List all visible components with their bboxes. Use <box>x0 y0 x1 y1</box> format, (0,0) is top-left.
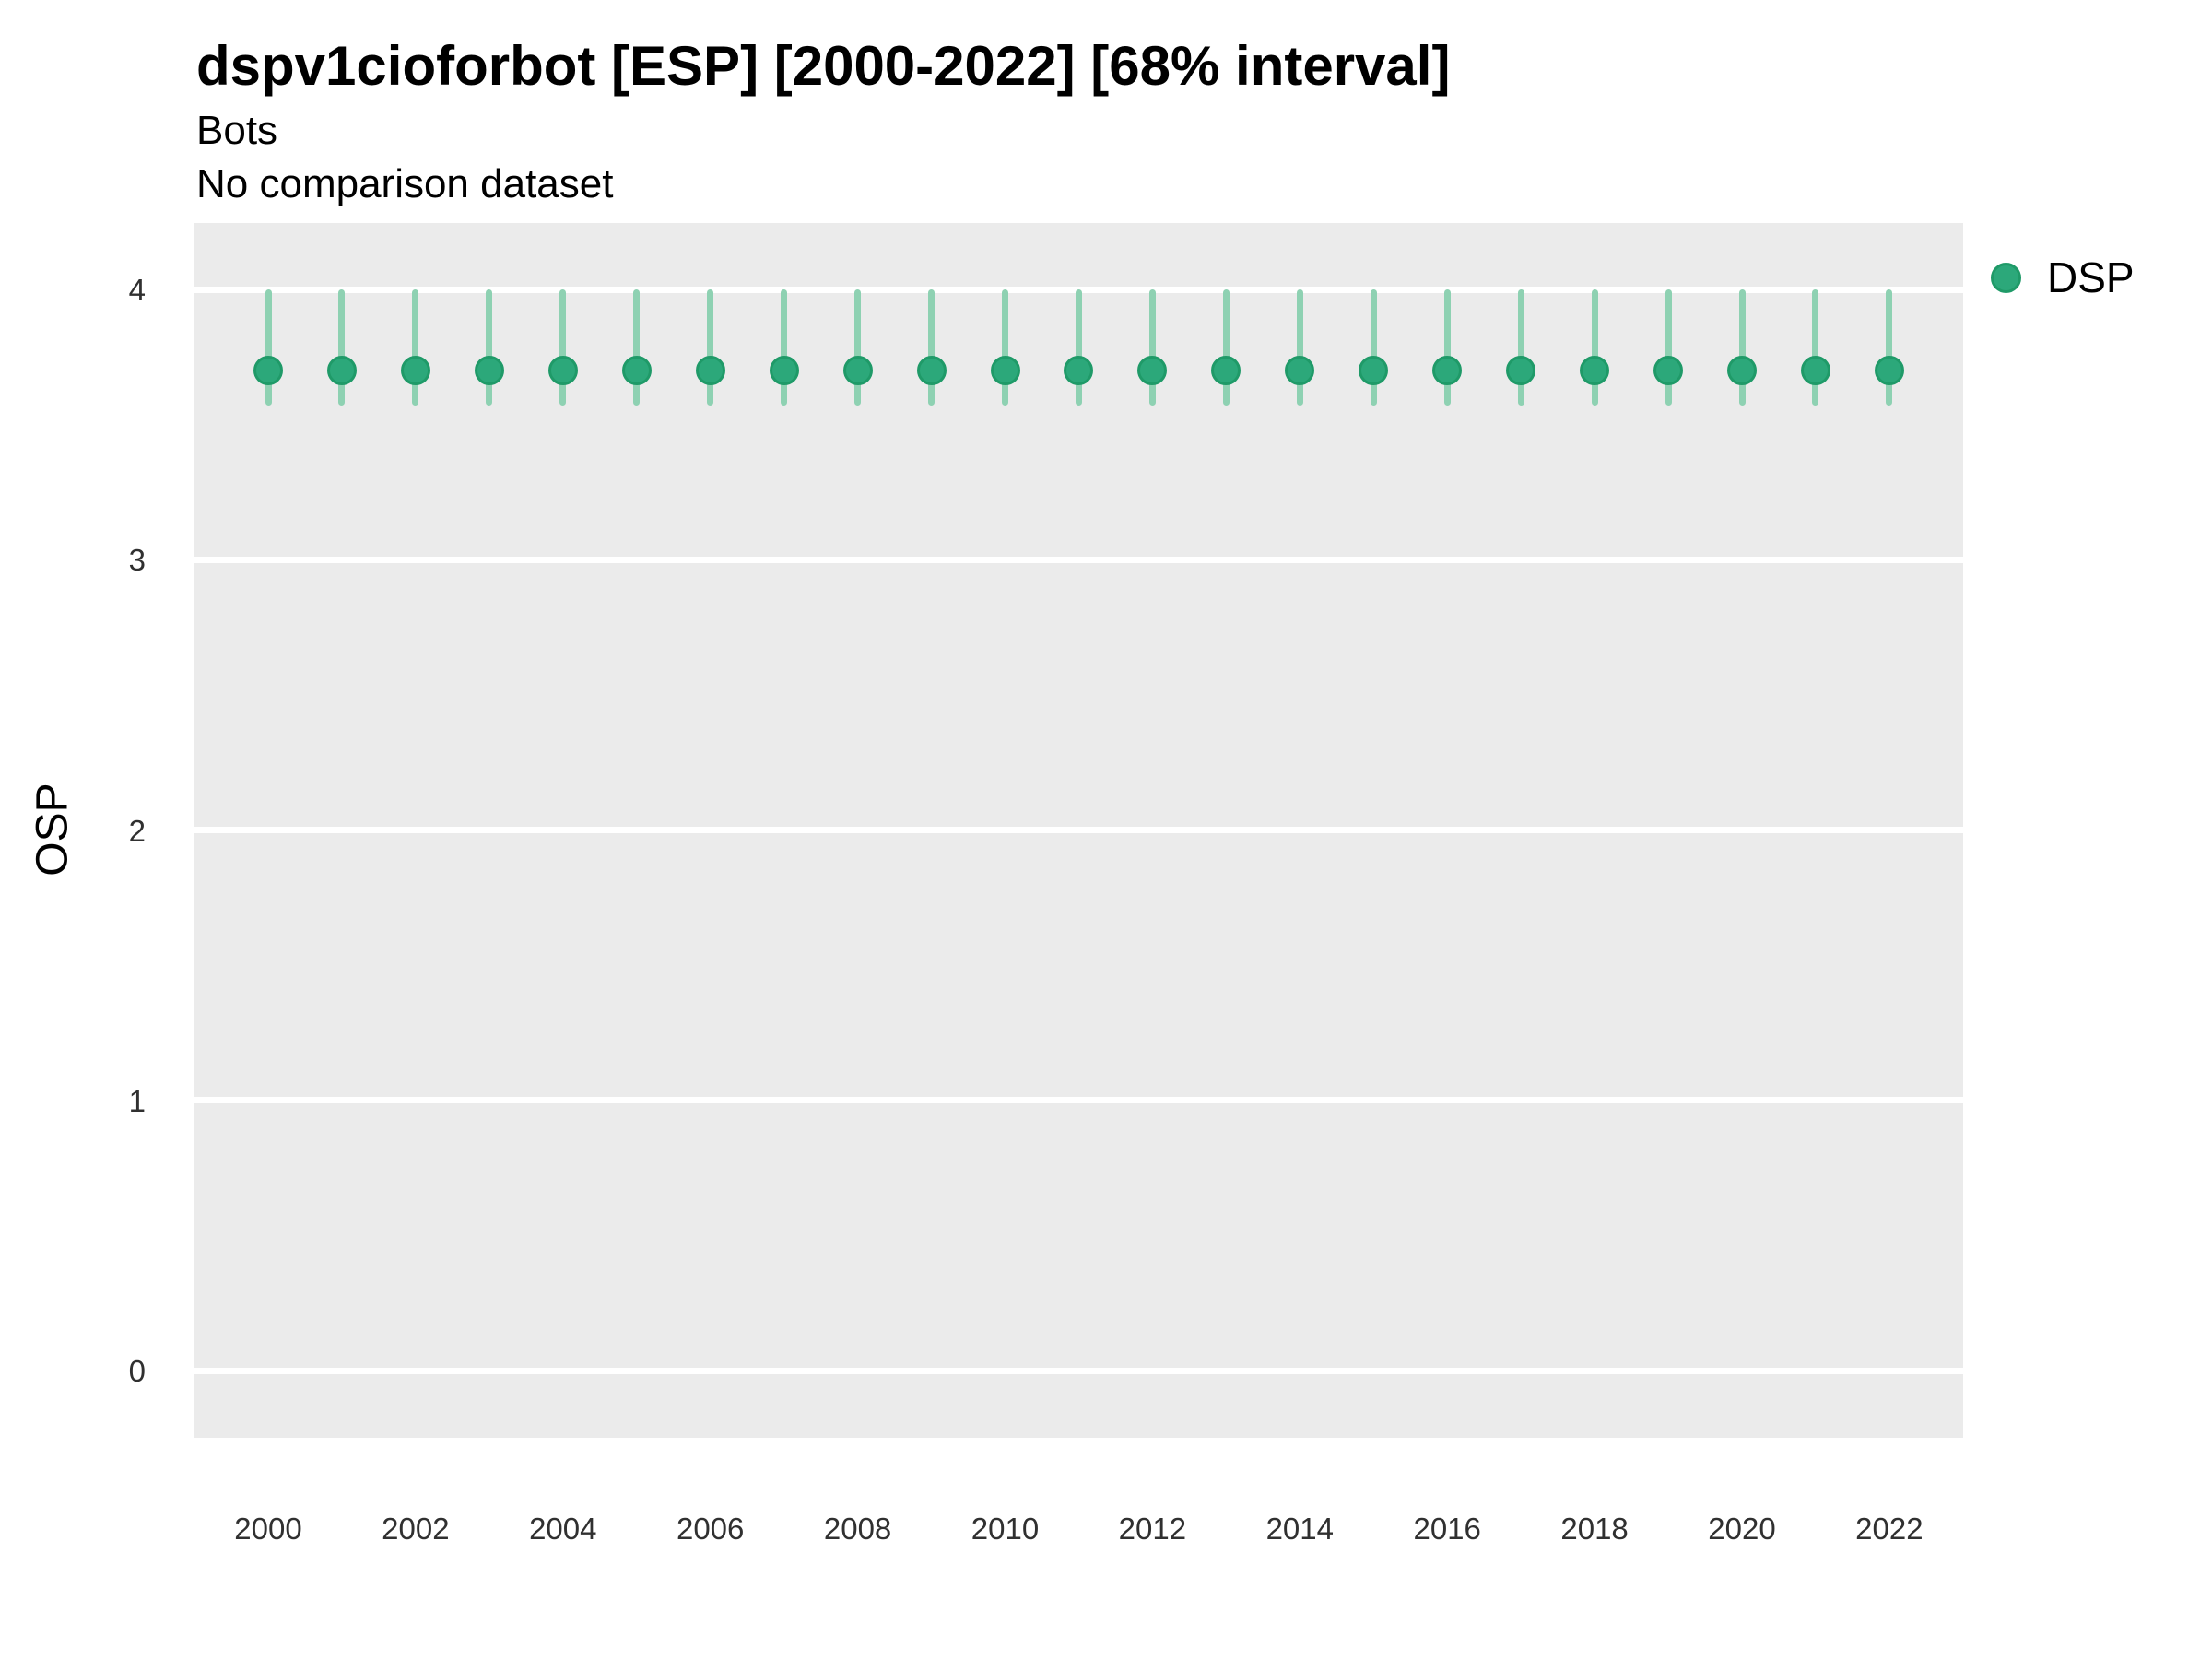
y-tick-label-4: 4 <box>128 273 146 307</box>
point-marker-2007 <box>769 355 799 385</box>
point-marker-2015 <box>1359 355 1389 385</box>
range-line-2019 <box>1665 289 1672 406</box>
x-tick-label-2022: 2022 <box>1855 1512 1924 1546</box>
range-line-2004 <box>559 289 567 406</box>
gridline-y-2 <box>194 827 1963 833</box>
range-line-2000 <box>265 289 272 406</box>
legend-point-circle-icon <box>1991 262 2021 293</box>
x-tick-label-2000: 2000 <box>234 1512 302 1546</box>
range-line-2007 <box>781 289 788 406</box>
range-line-2008 <box>854 289 862 406</box>
range-line-2006 <box>707 289 714 406</box>
legend-label: DSP <box>2047 253 2135 301</box>
point-marker-2004 <box>547 355 578 385</box>
range-line-2015 <box>1370 289 1377 406</box>
y-tick-label-1: 1 <box>128 1083 146 1118</box>
point-marker-2014 <box>1285 355 1315 385</box>
range-line-2009 <box>928 289 935 406</box>
y-tick-label-0: 0 <box>128 1354 146 1388</box>
point-marker-2022 <box>1874 355 1904 385</box>
range-line-2012 <box>1148 289 1156 406</box>
range-line-2001 <box>338 289 346 406</box>
range-line-2002 <box>412 289 419 406</box>
range-line-2013 <box>1222 289 1230 406</box>
point-marker-2008 <box>842 355 873 385</box>
x-tick-label-2018: 2018 <box>1560 1512 1629 1546</box>
gridline-y-1 <box>194 1097 1963 1104</box>
point-marker-2016 <box>1432 355 1463 385</box>
point-marker-2020 <box>1727 355 1757 385</box>
chart-subtitle: Bots <box>196 108 278 153</box>
x-tick-label-2016: 2016 <box>1413 1512 1481 1546</box>
point-marker-2003 <box>474 355 504 385</box>
point-marker-2017 <box>1506 355 1536 385</box>
point-marker-2013 <box>1211 355 1241 385</box>
range-line-2021 <box>1812 289 1819 406</box>
point-marker-2005 <box>621 355 652 385</box>
point-marker-2019 <box>1653 355 1684 385</box>
range-line-2010 <box>1002 289 1008 406</box>
x-tick-label-2012: 2012 <box>1118 1512 1187 1546</box>
legend: DSP <box>1991 256 2135 299</box>
range-line-2018 <box>1591 289 1598 406</box>
range-line-2022 <box>1886 289 1893 406</box>
x-tick-label-2014: 2014 <box>1265 1512 1334 1546</box>
point-marker-2012 <box>1137 355 1168 385</box>
range-line-2003 <box>486 289 493 406</box>
x-tick-label-2002: 2002 <box>382 1512 450 1546</box>
point-marker-2009 <box>916 355 947 385</box>
range-line-2020 <box>1738 289 1746 406</box>
point-marker-2021 <box>1800 355 1830 385</box>
comparison-note: No comparison dataset <box>196 161 614 206</box>
range-line-2011 <box>1075 289 1082 406</box>
x-tick-label-2010: 2010 <box>971 1512 1040 1546</box>
x-tick-label-2006: 2006 <box>676 1512 745 1546</box>
x-tick-label-2020: 2020 <box>1708 1512 1776 1546</box>
chart-title: dspv1cioforbot [ESP] [2000-2022] [68% in… <box>196 35 1451 97</box>
point-marker-2018 <box>1580 355 1610 385</box>
range-line-2005 <box>633 289 641 406</box>
point-marker-2001 <box>326 355 357 385</box>
range-line-2017 <box>1517 289 1524 406</box>
y-tick-label-2: 2 <box>128 813 146 848</box>
range-line-2016 <box>1443 289 1451 406</box>
point-marker-2011 <box>1064 355 1094 385</box>
gridline-y-3 <box>194 556 1963 563</box>
range-line-2014 <box>1296 289 1303 406</box>
point-marker-2006 <box>695 355 725 385</box>
point-marker-2010 <box>990 355 1020 385</box>
gridline-y-0 <box>194 1367 1963 1374</box>
plot-panel <box>194 223 1963 1438</box>
x-tick-label-2004: 2004 <box>529 1512 597 1546</box>
y-tick-label-3: 3 <box>128 543 146 578</box>
point-marker-2002 <box>400 355 430 385</box>
point-marker-2000 <box>253 355 283 385</box>
x-tick-label-2008: 2008 <box>823 1512 892 1546</box>
